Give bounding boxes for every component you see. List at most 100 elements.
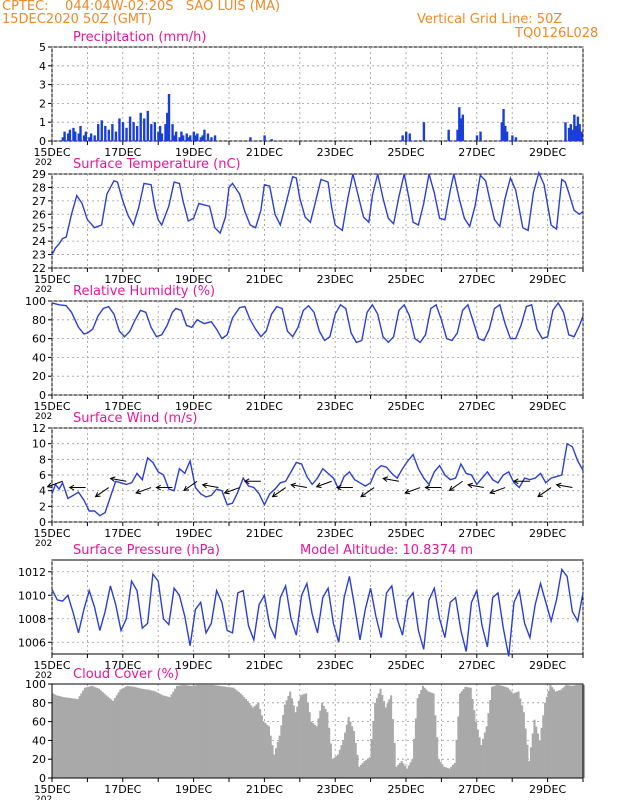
cloud-column — [475, 721, 478, 778]
x-tick-label: 15DEC — [33, 400, 70, 413]
cloud-column — [496, 684, 499, 778]
cloud-column — [561, 688, 564, 778]
cloud-column — [317, 718, 320, 778]
cloud-column — [568, 685, 571, 778]
cloud-column — [552, 689, 555, 778]
x-tick-label: 29DEC — [529, 659, 566, 672]
precip-bar — [157, 131, 160, 141]
cloud-column — [282, 715, 285, 778]
cloud-column — [342, 740, 345, 778]
cloud-column — [269, 735, 272, 778]
cloud-column — [266, 724, 269, 778]
cloud-column — [216, 685, 219, 778]
precip-bar — [578, 124, 581, 141]
cloud-column — [158, 693, 161, 778]
cloud-column — [398, 762, 401, 778]
precip-bar — [505, 131, 509, 141]
cloud-column — [319, 710, 322, 778]
header-date: 15DEC2020 50Z (GMT) — [2, 12, 153, 27]
precip-bar — [160, 133, 164, 141]
y-tick-label: 5 — [39, 41, 46, 54]
panel-3: 0 20 40 60 80 100 15DEC 17DEC 19DEC 21DEC 23DEC 25D… — [25, 284, 584, 422]
y-tick-label: 26 — [32, 208, 46, 221]
y-tick-label: 28 — [32, 181, 46, 194]
cloud-column — [382, 701, 386, 778]
cloud-column — [572, 685, 575, 778]
wind-arrow-head — [183, 485, 190, 492]
cloud-column — [243, 697, 246, 778]
precip-bar — [104, 125, 107, 141]
x-tick-label: 23DEC — [317, 659, 354, 672]
cloud-column — [136, 687, 140, 778]
cloud-column — [473, 710, 476, 778]
cloud-column — [575, 684, 578, 778]
panel-title: Surface Wind (m/s) — [73, 411, 197, 426]
cloud-column — [119, 689, 122, 778]
cloud-column — [388, 699, 391, 778]
cloud-column — [459, 693, 462, 778]
wind-arrow-shaft — [404, 487, 421, 494]
series-line — [51, 442, 584, 517]
precip-bar — [564, 122, 567, 141]
precip-bar — [199, 137, 203, 141]
cloud-column — [98, 688, 101, 778]
cloud-column — [535, 726, 538, 778]
y-tick-label: 60 — [32, 716, 46, 729]
precip-bar — [79, 125, 82, 141]
panel-title: Surface Temperature (nC) — [73, 157, 241, 172]
cloud-column — [161, 695, 164, 778]
cloud-column — [363, 761, 366, 778]
precip-bar — [77, 133, 80, 141]
cloud-column — [386, 703, 389, 778]
cloud-column — [460, 691, 463, 778]
cloud-column — [131, 686, 134, 778]
cloud-column — [278, 735, 281, 778]
cloud-column — [547, 690, 550, 778]
cloud-column — [446, 767, 449, 778]
cloud-column — [244, 699, 247, 778]
cloud-column — [99, 690, 102, 778]
cloud-column — [174, 688, 177, 778]
wind-arrow-shaft — [47, 480, 63, 488]
wind-arrow-head — [68, 484, 75, 491]
x-tick-label: 17DEC — [104, 273, 141, 286]
cloud-column — [407, 765, 410, 778]
wind-arrow-shaft — [556, 484, 573, 489]
cloud-column — [333, 757, 336, 778]
cloud-column — [321, 702, 324, 778]
wind-arrow-head — [46, 482, 53, 488]
wind-arrow-head — [271, 492, 278, 498]
y-tick-label: 80 — [32, 697, 46, 710]
x-tick-label: 23DEC — [317, 527, 354, 540]
cloud-column — [85, 687, 88, 778]
wind-arrow-head — [109, 476, 116, 483]
cloud-column — [202, 684, 205, 778]
x-tick-label: 21DEC — [246, 783, 283, 796]
wind-arrow-head — [155, 484, 161, 491]
wind-arrow-head — [404, 488, 411, 495]
cloud-column — [326, 712, 329, 778]
cloud-column — [390, 695, 393, 778]
cloud-column — [501, 685, 504, 778]
y-tick-label: 0 — [39, 389, 46, 402]
wind-arrow-shaft — [383, 477, 400, 482]
cloud-column — [177, 685, 180, 778]
cloud-column — [359, 764, 363, 778]
precip-bar — [82, 135, 86, 141]
cloud-column — [229, 687, 232, 778]
cloud-column — [545, 696, 548, 778]
cloud-column — [583, 684, 586, 778]
cloud-column — [577, 684, 580, 778]
cloud-column — [556, 690, 559, 778]
precip-bar — [196, 133, 199, 141]
cloud-column — [190, 685, 193, 778]
cloud-column — [579, 684, 582, 778]
cloud-column — [285, 700, 288, 778]
cloud-column — [340, 745, 343, 778]
y-tick-label: 1012 — [18, 566, 46, 579]
precip-bar — [88, 137, 91, 141]
precip-bar — [74, 131, 77, 141]
precip-bar — [213, 135, 217, 141]
cloud-column — [490, 686, 494, 778]
